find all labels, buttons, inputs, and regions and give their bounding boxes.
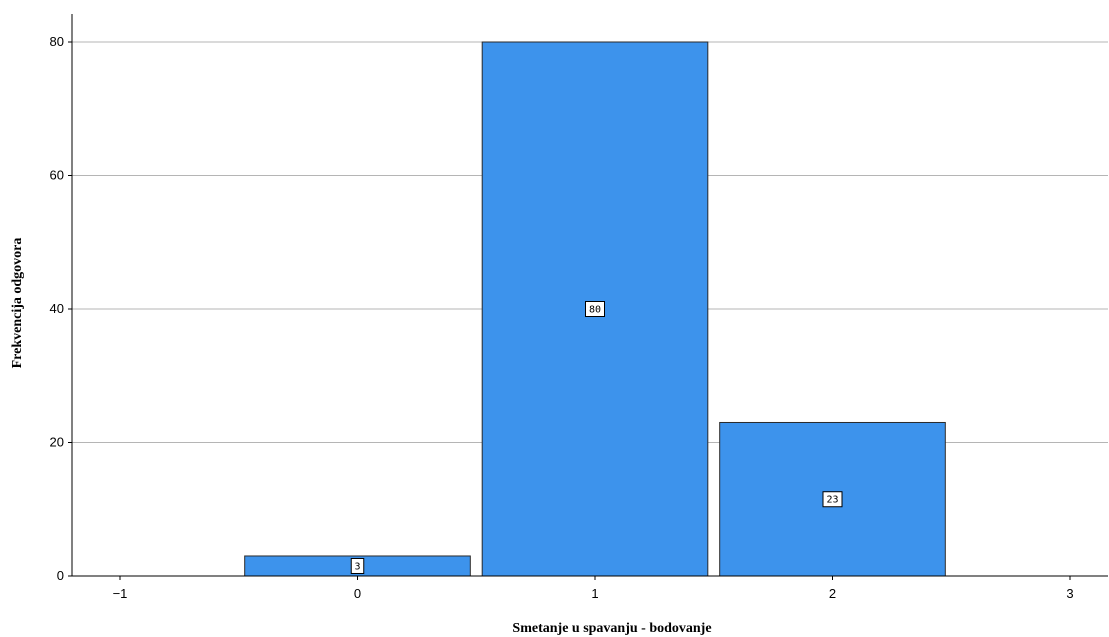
- y-tick-labels: 0 20 40 60 80: [50, 34, 72, 583]
- x-tick-labels: −1 0 1 2 3: [113, 576, 1074, 601]
- x-axis-title: Smetanje u spavanju - bodovanje: [512, 621, 711, 636]
- x-tick-label: 0: [354, 586, 361, 601]
- x-tick-label: 1: [591, 586, 598, 601]
- y-tick-label: 80: [50, 34, 64, 49]
- data-labels: 3 80 23: [350, 301, 843, 574]
- x-tick-label: −1: [113, 586, 128, 601]
- axes: [71, 14, 1108, 577]
- data-label-box: [822, 491, 843, 508]
- y-tick-label: 60: [50, 168, 64, 183]
- x-tick-label: 2: [829, 586, 836, 601]
- y-axis-title: Frekvencija odgovora: [10, 238, 25, 369]
- x-tick-label: 3: [1066, 586, 1073, 601]
- data-label-box: [350, 557, 365, 574]
- y-tick-label: 20: [50, 435, 64, 450]
- y-tick-label: 0: [57, 568, 64, 583]
- data-label: 80: [589, 305, 601, 316]
- data-label: 3: [354, 561, 360, 572]
- data-label-box: [585, 301, 605, 317]
- y-tick-label: 40: [50, 301, 64, 316]
- data-label: 23: [826, 495, 838, 506]
